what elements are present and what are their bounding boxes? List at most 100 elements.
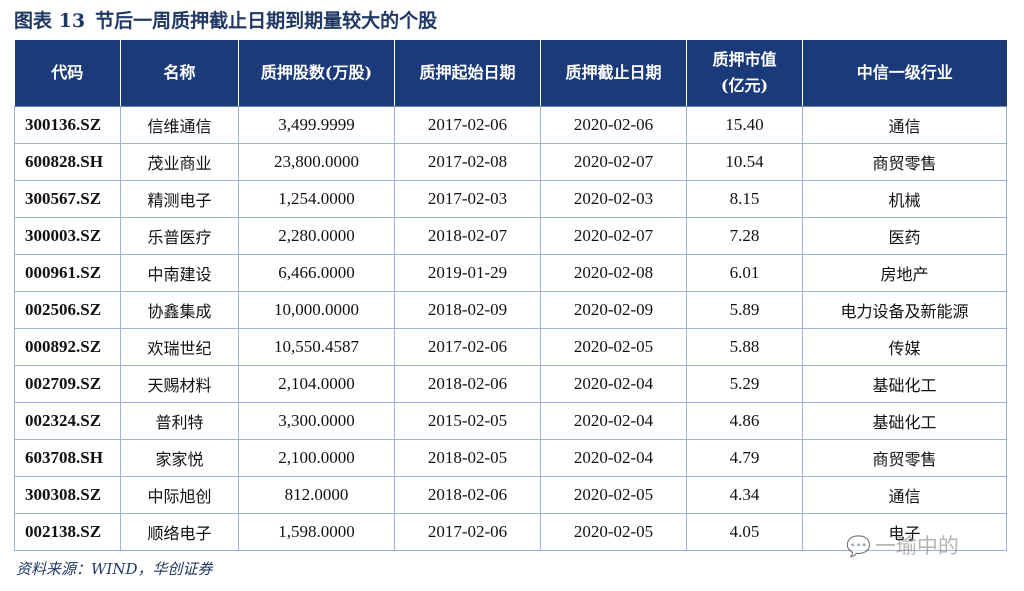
- cell-end-date: 2020-02-05: [540, 476, 687, 514]
- table-body: 300136.SZ 信维通信 3,499.9999 2017-02-06 2020-02…: [14, 106, 1007, 551]
- cell-code: 603708.SH: [14, 439, 121, 477]
- pledge-table-container: 代码 名称 质押股数(万股) 质押起始日期 质押截止日期 质押市值 (亿元) 中…: [14, 40, 1007, 551]
- source-note: 资料来源：WIND，华创证券: [16, 560, 213, 578]
- cell-name: 天赐材料: [120, 365, 239, 403]
- cell-market-value: 5.29: [686, 365, 803, 403]
- cell-pledged-shares: 6,466.0000: [238, 254, 395, 292]
- cell-industry: 房地产: [802, 254, 1007, 292]
- cell-end-date: 2020-02-08: [540, 254, 687, 292]
- cell-pledged-shares: 3,499.9999: [238, 106, 395, 144]
- cell-pledged-shares: 3,300.0000: [238, 402, 395, 440]
- cell-name: 中南建设: [120, 254, 239, 292]
- table-row: 600828.SH 茂业商业 23,800.0000 2017-02-08 2020-0…: [14, 143, 1007, 181]
- cell-start-date: 2015-02-05: [394, 402, 541, 440]
- table-row: 300308.SZ 中际旭创 812.0000 2018-02-06 2020-02-0…: [14, 476, 1007, 514]
- cell-start-date: 2017-02-03: [394, 180, 541, 218]
- cell-pledged-shares: 1,598.0000: [238, 513, 395, 551]
- cell-industry: 电力设备及新能源: [802, 291, 1007, 329]
- cell-start-date: 2018-02-07: [394, 217, 541, 255]
- cell-industry: 商贸零售: [802, 143, 1007, 181]
- wechat-icon: 💬: [846, 534, 871, 558]
- cell-pledged-shares: 10,550.4587: [238, 328, 395, 366]
- cell-market-value: 4.79: [686, 439, 803, 477]
- cell-name: 茂业商业: [120, 143, 239, 181]
- header-end-date: 质押截止日期: [540, 40, 687, 107]
- header-industry: 中信一级行业: [802, 40, 1007, 107]
- watermark-text: 一瑜中的: [874, 534, 959, 558]
- pledge-table: 代码 名称 质押股数(万股) 质押起始日期 质押截止日期 质押市值 (亿元) 中…: [14, 40, 1007, 551]
- table-row: 300567.SZ 精测电子 1,254.0000 2017-02-03 2020-02…: [14, 180, 1007, 218]
- cell-name: 协鑫集成: [120, 291, 239, 329]
- cell-market-value: 10.54: [686, 143, 803, 181]
- cell-name: 普利特: [120, 402, 239, 440]
- cell-pledged-shares: 2,104.0000: [238, 365, 395, 403]
- cell-industry: 通信: [802, 106, 1007, 144]
- cell-name: 信维通信: [120, 106, 239, 144]
- cell-industry: 机械: [802, 180, 1007, 218]
- cell-name: 乐普医疗: [120, 217, 239, 255]
- cell-name: 顺络电子: [120, 513, 239, 551]
- cell-industry: 传媒: [802, 328, 1007, 366]
- cell-name: 欢瑞世纪: [120, 328, 239, 366]
- cell-market-value: 8.15: [686, 180, 803, 218]
- cell-industry: 商贸零售: [802, 439, 1007, 477]
- table-header-row: 代码 名称 质押股数(万股) 质押起始日期 质押截止日期 质押市值 (亿元) 中…: [14, 40, 1007, 107]
- cell-start-date: 2017-02-08: [394, 143, 541, 181]
- cell-industry: 电子: [802, 513, 1007, 551]
- cell-code: 300003.SZ: [14, 217, 121, 255]
- cell-market-value: 15.40: [686, 106, 803, 144]
- cell-start-date: 2018-02-05: [394, 439, 541, 477]
- table-row: 000961.SZ 中南建设 6,466.0000 2019-01-29 2020-02…: [14, 254, 1007, 292]
- table-row: 000892.SZ 欢瑞世纪 10,550.4587 2017-02-06 2020-0…: [14, 328, 1007, 366]
- cell-code: 002324.SZ: [14, 402, 121, 440]
- cell-end-date: 2020-02-05: [540, 513, 687, 551]
- cell-code: 300567.SZ: [14, 180, 121, 218]
- cell-end-date: 2020-02-09: [540, 291, 687, 329]
- cell-code: 000892.SZ: [14, 328, 121, 366]
- cell-start-date: 2019-01-29: [394, 254, 541, 292]
- figure-title: 图表 13 节后一周质押截止日期到期量较大的个股: [14, 6, 437, 33]
- cell-industry: 基础化工: [802, 402, 1007, 440]
- cell-name: 中际旭创: [120, 476, 239, 514]
- cell-end-date: 2020-02-06: [540, 106, 687, 144]
- cell-market-value: 5.89: [686, 291, 803, 329]
- cell-code: 002138.SZ: [14, 513, 121, 551]
- cell-start-date: 2018-02-06: [394, 365, 541, 403]
- cell-pledged-shares: 23,800.0000: [238, 143, 395, 181]
- header-start-date: 质押起始日期: [394, 40, 541, 107]
- cell-market-value: 4.05: [686, 513, 803, 551]
- cell-code: 600828.SH: [14, 143, 121, 181]
- cell-code: 300308.SZ: [14, 476, 121, 514]
- cell-end-date: 2020-02-07: [540, 217, 687, 255]
- table-row: 002709.SZ 天赐材料 2,104.0000 2018-02-06 2020-02…: [14, 365, 1007, 403]
- header-market-value-unit: (亿元): [720, 76, 769, 95]
- table-row: 300136.SZ 信维通信 3,499.9999 2017-02-06 2020-02…: [14, 106, 1007, 144]
- table-row: 002324.SZ 普利特 3,300.0000 2015-02-05 2020-02-…: [14, 402, 1007, 440]
- cell-industry: 通信: [802, 476, 1007, 514]
- cell-pledged-shares: 2,280.0000: [238, 217, 395, 255]
- cell-name: 家家悦: [120, 439, 239, 477]
- cell-code: 002506.SZ: [14, 291, 121, 329]
- cell-start-date: 2018-02-09: [394, 291, 541, 329]
- table-row: 002138.SZ 顺络电子 1,598.0000 2017-02-06 2020-02…: [14, 513, 1007, 551]
- cell-market-value: 5.88: [686, 328, 803, 366]
- cell-code: 002709.SZ: [14, 365, 121, 403]
- table-row: 002506.SZ 协鑫集成 10,000.0000 2018-02-09 2020-0…: [14, 291, 1007, 329]
- cell-start-date: 2017-02-06: [394, 106, 541, 144]
- cell-market-value: 4.34: [686, 476, 803, 514]
- cell-end-date: 2020-02-03: [540, 180, 687, 218]
- cell-pledged-shares: 1,254.0000: [238, 180, 395, 218]
- header-code: 代码: [14, 40, 121, 107]
- cell-pledged-shares: 10,000.0000: [238, 291, 395, 329]
- cell-end-date: 2020-02-04: [540, 402, 687, 440]
- figure-caption: 节后一周质押截止日期到期量较大的个股: [95, 10, 438, 32]
- cell-start-date: 2017-02-06: [394, 328, 541, 366]
- cell-end-date: 2020-02-04: [540, 365, 687, 403]
- table-row: 300003.SZ 乐普医疗 2,280.0000 2018-02-07 2020-02…: [14, 217, 1007, 255]
- header-pledged-shares: 质押股数(万股): [238, 40, 395, 107]
- cell-end-date: 2020-02-05: [540, 328, 687, 366]
- header-market-value-label: 质押市值: [712, 50, 777, 69]
- cell-end-date: 2020-02-07: [540, 143, 687, 181]
- cell-industry: 医药: [802, 217, 1007, 255]
- cell-market-value: 4.86: [686, 402, 803, 440]
